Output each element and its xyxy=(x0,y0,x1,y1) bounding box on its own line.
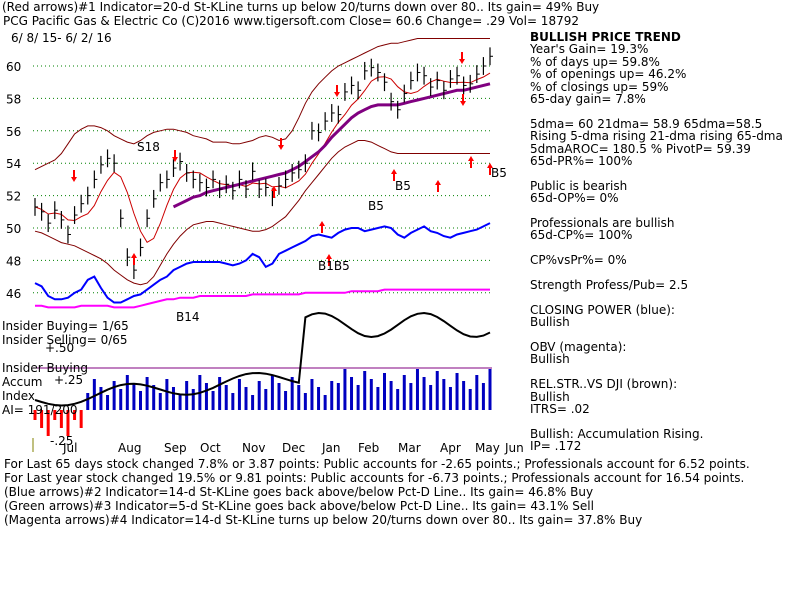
insider-selling-ratio: Insider Selling= 0/65 xyxy=(2,333,128,347)
x-tick-sep: Sep xyxy=(164,441,187,455)
chart-grid xyxy=(32,65,492,452)
sell-arrow xyxy=(334,85,340,97)
right-panel-line-9: 5dmaAROC= 180.5 % PivotP= 59.39 xyxy=(530,141,751,156)
annotation-b5-jan: B5 xyxy=(368,199,384,213)
accum-plus25: +.25 xyxy=(54,373,84,387)
y-tick-58: 58 xyxy=(6,92,21,106)
x-tick-mar: Mar xyxy=(398,441,421,455)
right-panel-line-8: Rising 5-dma rising 21-dma rising 65-dma xyxy=(530,129,783,144)
accum-label: Accum xyxy=(2,375,43,389)
sell-arrow xyxy=(460,94,466,106)
right-panel-line-29: Bullish xyxy=(530,389,570,404)
y-tick-52: 52 xyxy=(6,190,21,204)
right-panel-line-28: REL.STR..VS DJI (brown): xyxy=(530,377,678,392)
right-panel-line-22: CLOSING POWER (blue): xyxy=(530,302,675,317)
signal-arrows xyxy=(71,52,493,266)
indicator-lines xyxy=(34,38,491,309)
buy-arrow xyxy=(271,186,277,198)
sell-arrow xyxy=(172,150,178,162)
right-panel-line-30: ITRS= .02 xyxy=(530,402,590,416)
right-panel-line-12: Public is bearish xyxy=(530,178,628,193)
buy-arrow xyxy=(391,169,397,181)
ma21-line xyxy=(34,72,491,243)
buy-arrow xyxy=(319,221,325,233)
annotation-b14: B14 xyxy=(176,310,200,324)
footer-blue-arrows: (Blue arrows)#2 Indicator=14-d St-KLine … xyxy=(4,485,594,499)
accum-index-line xyxy=(34,311,491,407)
buy-arrow xyxy=(468,156,474,168)
x-tick-feb: Feb xyxy=(358,441,379,455)
upper-band-line xyxy=(34,38,490,171)
x-tick-dec: Dec xyxy=(282,441,305,455)
right-panel-line-23: Bullish xyxy=(530,315,570,330)
footer-year: For Last year stock changed 19.5% or 9.8… xyxy=(4,471,745,485)
annotation-s18: S18 xyxy=(137,140,160,154)
right-panel-line-33: IP= .172 xyxy=(530,439,582,454)
right-panel-line-32: Bullish: Accumulation Rising. xyxy=(530,426,704,441)
axis-ticks: 46 48 50 52 54 56 58 60 Jul Aug Sep Oct Nov Dec Jan Feb… xyxy=(6,60,524,455)
buy-arrow xyxy=(131,253,137,265)
footer-magenta-arrows: (Magenta arrows)#4 Indicator=14-d St-KLi… xyxy=(4,513,643,527)
closing-power-line xyxy=(34,222,491,304)
y-tick-54: 54 xyxy=(6,157,21,171)
y-tick-60: 60 xyxy=(6,60,21,74)
right-panel-line-26: Bullish xyxy=(530,352,570,367)
y-tick-48: 48 xyxy=(6,254,21,268)
stock-title-line: PCG Pacific Gas & Electric Co (C)2016 ww… xyxy=(3,14,579,28)
right-panel-line-13: 65d-OP%= 0% xyxy=(530,191,619,206)
x-tick-jul: Jul xyxy=(62,441,77,455)
buy-arrow xyxy=(487,163,493,175)
right-panel-line-10: 65d-PR%= 100% xyxy=(530,154,633,168)
x-tick-apr: Apr xyxy=(440,441,461,455)
price-bars xyxy=(34,47,493,280)
x-tick-oct: Oct xyxy=(200,441,221,455)
right-panel-line-20: Strength Profess/Pub= 2.5 xyxy=(530,278,689,292)
right-panel-line-7: 5dma= 60 21dma= 58.9 65dma=58.5 xyxy=(530,116,763,131)
annotation-b5-may: B5 xyxy=(491,166,507,180)
right-panel-line-3: % of openings up= 46.2% xyxy=(530,67,687,82)
x-tick-nov: Nov xyxy=(242,441,265,455)
x-tick-may: May xyxy=(475,441,500,455)
annotation-b1b5: B1B5 xyxy=(318,259,350,273)
right-panel-line-15: Professionals are bullish xyxy=(530,216,675,230)
right-panel-line-2: % of days up= 59.8% xyxy=(530,54,660,69)
sell-arrow xyxy=(459,52,465,64)
accum-minus25: -.25 xyxy=(50,434,74,448)
footer-65day: For Last 65 days stock changed 7.8% or 3… xyxy=(4,457,750,471)
right-panel-line-1: Year's Gain= 19.3% xyxy=(530,42,649,57)
right-panel-line-4: % of closings up= 59% xyxy=(530,79,669,94)
sell-arrow xyxy=(71,170,77,182)
y-tick-56: 56 xyxy=(6,125,21,139)
right-panel-line-25: OBV (magenta): xyxy=(530,340,627,354)
accum-index-panel xyxy=(33,311,492,436)
index-label: Index xyxy=(2,389,36,403)
buy-arrow xyxy=(435,180,441,192)
ma65-line xyxy=(172,82,491,209)
date-range: 6/ 8/ 15- 6/ 2/ 16 xyxy=(11,31,112,45)
annotation-b5-feb: B5 xyxy=(395,179,411,193)
insider-buying-label: Insider Buying xyxy=(2,361,88,375)
obv-line xyxy=(35,288,490,309)
right-panel-line-16: 65d-CP%= 100% xyxy=(530,228,633,243)
footer-green-arrows: (Green arrows)#3 Indicator=5-d St-KLine … xyxy=(4,499,594,513)
buy-arrow xyxy=(326,254,332,266)
ai-label: AI= 191/200 xyxy=(2,403,78,417)
right-panel-line-0: BULLISH PRICE TREND xyxy=(530,30,681,44)
right-panel-line-18: CP%vsPr%= 0% xyxy=(530,253,627,268)
insider-buying-ratio: Insider Buying= 1/65 xyxy=(2,319,129,333)
accum-plus50: +.50 xyxy=(45,341,75,355)
y-tick-46: 46 xyxy=(6,287,21,301)
x-tick-jun: Jun xyxy=(504,441,524,455)
right-panel-line-5: 65-day gain= 7.8% xyxy=(530,92,646,106)
lower-band-line xyxy=(34,140,490,286)
x-tick-jan: Jan xyxy=(321,441,341,455)
y-tick-50: 50 xyxy=(6,222,21,236)
x-tick-aug: Aug xyxy=(118,441,141,455)
sell-arrow xyxy=(278,138,284,150)
indicator1-title: (Red arrows)#1 Indicator=20-d St-KLine t… xyxy=(2,0,600,14)
